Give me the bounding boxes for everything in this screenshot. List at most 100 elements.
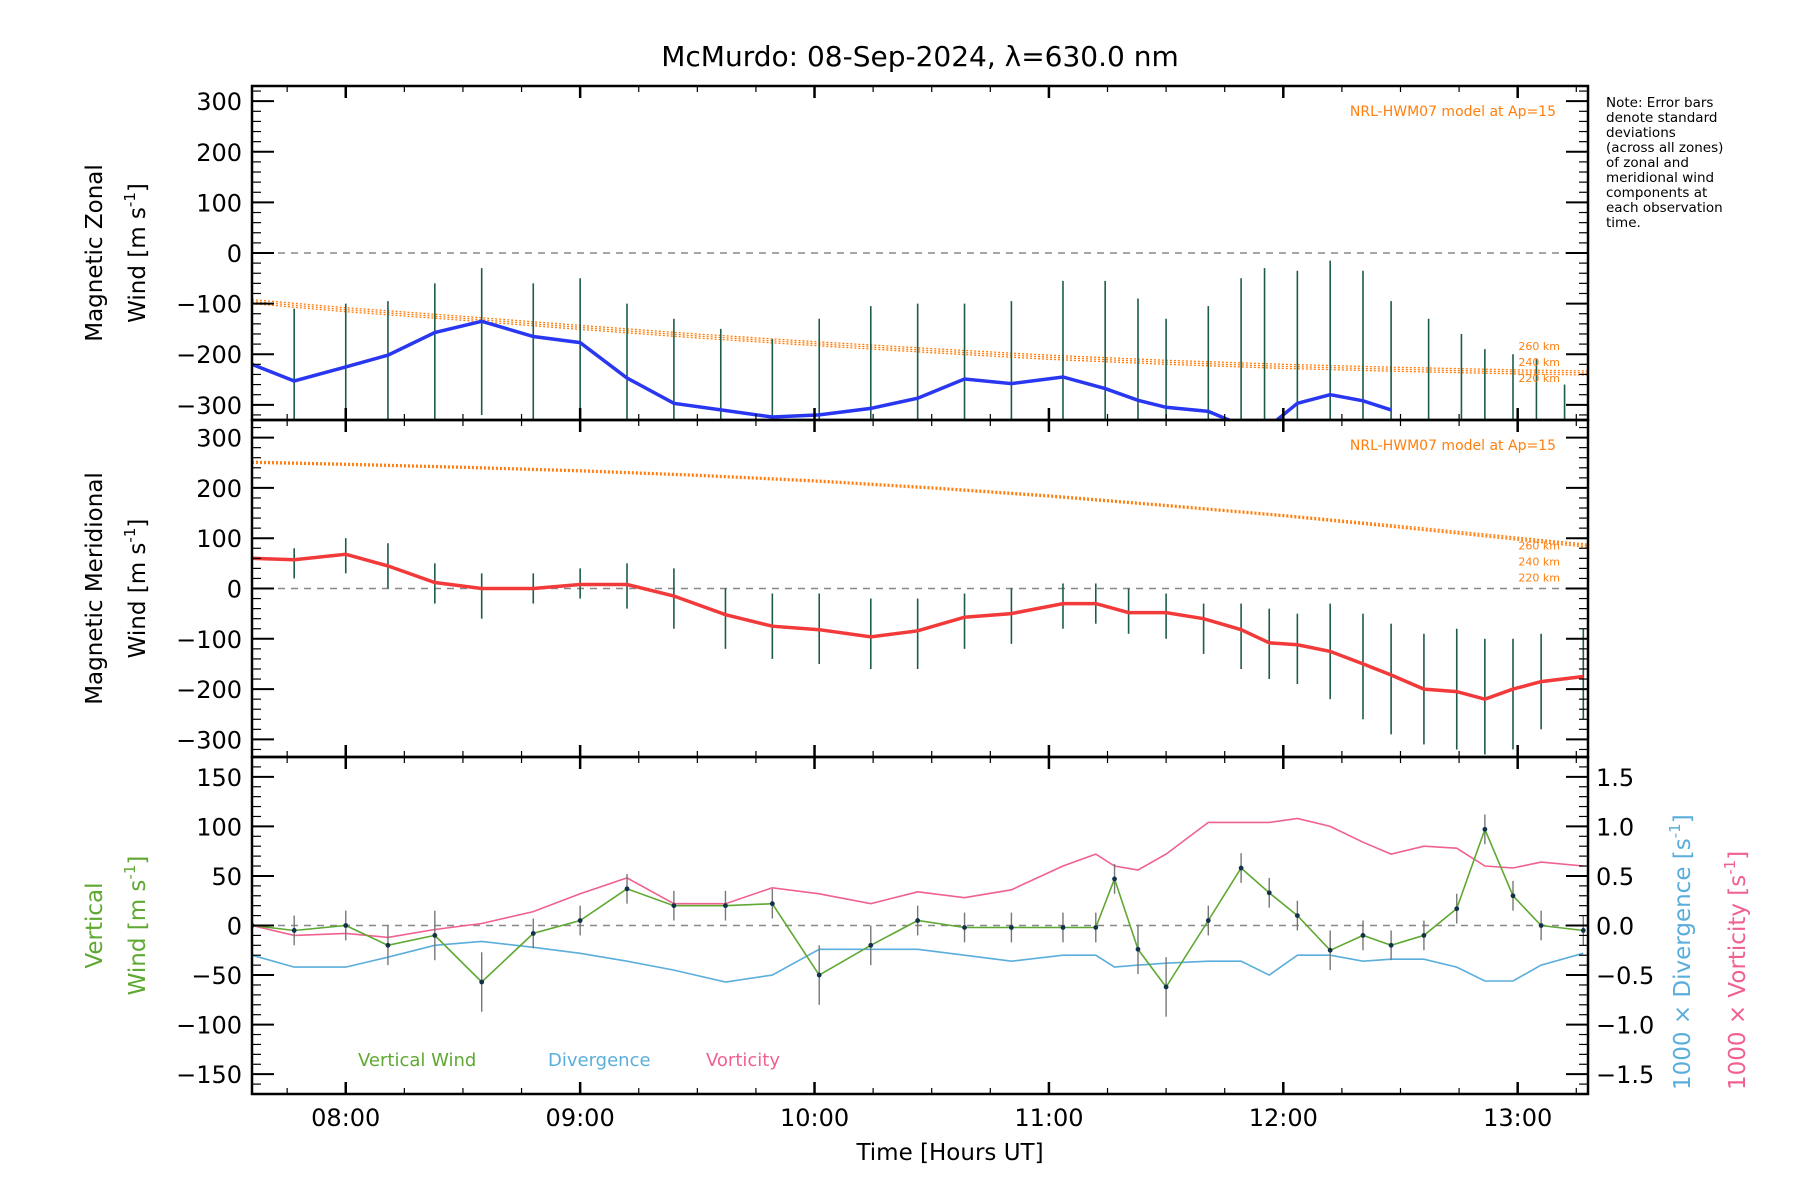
model-altitude-label: 240 km xyxy=(1518,356,1560,369)
label-sup: -1 xyxy=(1666,823,1684,838)
vertical-wind-point xyxy=(385,942,391,948)
x-tick-label: 13:00 xyxy=(1483,1104,1552,1132)
y-tick-label: −200 xyxy=(176,341,242,369)
model-altitude-label: 220 km xyxy=(1518,571,1560,584)
vertical-wind-point xyxy=(1327,947,1333,953)
plot-area xyxy=(252,460,1588,755)
model-label: NRL-HWM07 model at Ap=15 xyxy=(1350,104,1556,120)
right-axis-label-divergence: 1000 × Divergence [s-1] xyxy=(1666,814,1696,1090)
vertical-wind-point xyxy=(1510,893,1516,899)
vertical-wind-point xyxy=(479,979,485,985)
model-line xyxy=(252,302,1588,376)
label-part: 1000 × Vorticity [s xyxy=(1725,875,1751,1090)
vertical-wind-point xyxy=(530,931,536,936)
vertical-wind-point xyxy=(915,918,921,923)
right-tick-label: −1.5 xyxy=(1596,1061,1654,1089)
y-tick-label: 100 xyxy=(196,813,242,841)
model-line xyxy=(252,460,1588,545)
model-altitude-label: 260 km xyxy=(1518,539,1560,552)
legend-entry: Vorticity xyxy=(706,1050,780,1071)
y-axis-label: Vertical xyxy=(82,882,108,968)
x-tick-label: 08:00 xyxy=(311,1104,380,1132)
y-tick-label: 100 xyxy=(196,189,242,217)
vertical-wind-point xyxy=(816,972,822,978)
vertical-wind-point xyxy=(962,925,967,930)
plot-area xyxy=(252,252,1588,420)
y-axis-label: Magnetic Meridional xyxy=(82,472,108,705)
x-axis: 08:00 09:00 10:00 11:00 12:00 13:00 xyxy=(311,1104,1552,1132)
vertical-wind-point xyxy=(1482,826,1488,832)
note-line: meridional wind xyxy=(1606,170,1714,186)
vertical-wind-point xyxy=(868,942,874,948)
vertical-wind-point xyxy=(671,903,677,909)
model-altitude-label: 260 km xyxy=(1518,340,1560,353)
label-sup: -1 xyxy=(121,528,139,543)
right-axis-label-vorticity: 1000 × Vorticity [s-1] xyxy=(1721,851,1751,1090)
vertical-wind-point xyxy=(1009,925,1014,930)
x-tick-label: 10:00 xyxy=(780,1104,849,1132)
y-tick-label: 0 xyxy=(227,576,242,604)
label-part: ] xyxy=(125,183,151,192)
right-tick-label: 0.5 xyxy=(1596,863,1634,891)
vertical-wind-point xyxy=(1060,925,1066,930)
model-line xyxy=(252,300,1588,374)
right-tick-label: 1.5 xyxy=(1596,764,1634,792)
label-sup: -1 xyxy=(121,192,139,207)
y-tick-label: −50 xyxy=(191,962,242,990)
note-line: components at xyxy=(1606,185,1707,201)
note-line: of zonal and xyxy=(1606,155,1689,171)
right-tick-label: 1.0 xyxy=(1596,813,1634,841)
y-tick-label: 300 xyxy=(196,425,242,453)
y-tick-label: −300 xyxy=(176,726,242,754)
vorticity-line xyxy=(252,817,1584,939)
model-altitude-label: 220 km xyxy=(1518,372,1560,385)
vertical-wind-point xyxy=(1205,918,1211,923)
x-tick-label: 12:00 xyxy=(1249,1104,1318,1132)
note-line: (across all zones) xyxy=(1606,140,1723,156)
vertical-wind-point xyxy=(432,933,438,938)
vertical-wind-point xyxy=(1388,942,1394,948)
model-altitude-label: 240 km xyxy=(1518,555,1560,568)
vertical-wind-point xyxy=(1266,890,1272,896)
model-line xyxy=(252,461,1588,547)
vertical-wind-point xyxy=(1135,946,1141,952)
right-tick-label: −0.5 xyxy=(1596,962,1654,990)
vertical-wind-point xyxy=(343,923,349,928)
x-tick-label: 11:00 xyxy=(1014,1104,1083,1132)
meridional-wind-line xyxy=(252,552,1584,702)
vertical-wind-point xyxy=(723,903,728,909)
vertical-wind-point xyxy=(1538,923,1544,928)
y-tick-label: 100 xyxy=(196,525,242,553)
vertical-wind-point xyxy=(1093,925,1099,930)
vertical-wind-panel: Vertical Wind Divergence Vorticity 1.5 1.0 0.… xyxy=(82,755,1751,1096)
divergence-line xyxy=(252,940,1584,983)
y-axis-label: Wind [m s-1] xyxy=(121,519,151,659)
plot-area xyxy=(252,814,1588,1017)
x-axis-label: Time [Hours UT] xyxy=(855,1140,1043,1166)
label-part: ] xyxy=(125,856,151,865)
vertical-wind-point xyxy=(1454,906,1460,912)
vertical-wind-point xyxy=(291,928,297,933)
note-line: deviations xyxy=(1606,125,1676,141)
right-tick-label: 0.0 xyxy=(1596,913,1634,941)
y-tick-label: −100 xyxy=(176,626,242,654)
note-line: denote standard xyxy=(1606,110,1717,126)
y-tick-label: −100 xyxy=(176,1012,242,1040)
label-part: ] xyxy=(125,519,151,528)
y-tick-label: −150 xyxy=(176,1061,242,1089)
label-part: Wind [m s xyxy=(125,207,151,323)
label-part: Wind [m s xyxy=(125,543,151,659)
vertical-wind-point xyxy=(1360,933,1366,938)
y-tick-label: 0 xyxy=(227,913,242,941)
vertical-wind-point xyxy=(1421,933,1427,938)
vertical-wind-point xyxy=(1580,928,1586,933)
vertical-wind-point xyxy=(624,886,630,892)
label-part: ] xyxy=(1670,814,1696,823)
y-axis-label: Magnetic Zonal xyxy=(82,164,108,342)
error-bar-note: Note: Error bars denote standard deviati… xyxy=(1606,95,1728,231)
vertical-wind-point xyxy=(1163,984,1169,990)
y-tick-label: 0 xyxy=(227,240,242,268)
label-sup: -1 xyxy=(121,865,139,880)
label-part: 1000 × Divergence [s xyxy=(1670,838,1696,1090)
